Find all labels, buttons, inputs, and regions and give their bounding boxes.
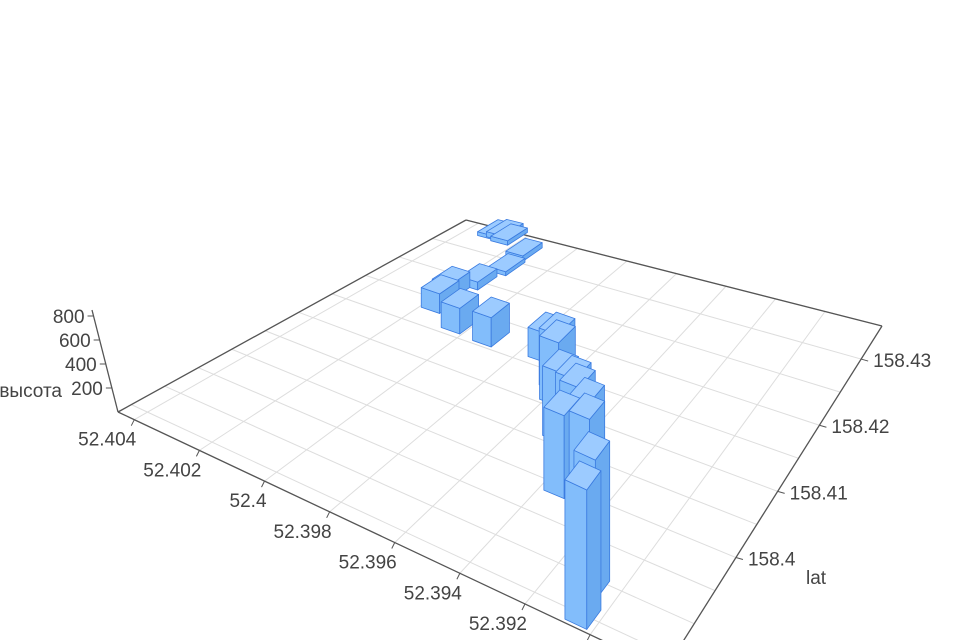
- y-tick: [860, 358, 869, 362]
- grid-line-x: [329, 260, 628, 513]
- left-edge: [117, 219, 467, 413]
- bar: [472, 296, 510, 348]
- x-tick: [521, 603, 526, 611]
- y-tick-label: 158.43: [873, 351, 931, 372]
- bar-face-top: [539, 319, 576, 344]
- axis-labels: lat высота 52.404 52.402 52.4 52.398 52.396 5…: [0, 307, 931, 635]
- back-edge: [465, 219, 883, 327]
- bar-face-top: [440, 287, 479, 309]
- y-axis-name: lat: [806, 568, 827, 589]
- y-axis-line: [683, 325, 883, 640]
- bars: [420, 218, 611, 630]
- x-tick-label: 52.4: [230, 491, 267, 512]
- x-tick-label: 52.392: [469, 614, 527, 635]
- x-tick: [195, 450, 200, 457]
- z-tick-label: 400: [65, 355, 97, 376]
- grid-line-y: [231, 348, 737, 559]
- x-tick-label: 52.394: [404, 583, 463, 604]
- axes: [87, 219, 883, 640]
- y-tick: [777, 490, 785, 494]
- bar-face-top: [559, 362, 596, 389]
- bar-face-top: [568, 392, 606, 420]
- y-tick: [735, 557, 744, 561]
- grid-line-x: [589, 311, 826, 635]
- x-axis-line: [117, 411, 603, 640]
- grid-line-x: [134, 222, 479, 421]
- grid-line-y: [298, 311, 778, 492]
- bar-face-side: [586, 470, 602, 630]
- x-tick-label: 52.402: [143, 460, 201, 481]
- x-tick-label: 52.404: [78, 430, 137, 451]
- bar-face-top: [472, 296, 510, 319]
- x-tick: [261, 480, 265, 488]
- floor-grid: [131, 219, 883, 640]
- bar-face-front: [564, 479, 588, 630]
- grid-line-y: [265, 330, 757, 525]
- y-tick-label: 158.42: [831, 417, 889, 438]
- x-tick: [326, 511, 331, 519]
- x-tick: [391, 542, 396, 549]
- z-tick-label: 600: [59, 331, 91, 352]
- bar-face-top: [490, 223, 528, 242]
- x-tick-label: 52.398: [274, 522, 332, 543]
- bar-face-front: [543, 406, 565, 500]
- bar-face-top: [505, 237, 543, 257]
- x-tick: [456, 573, 461, 580]
- grid-line-x: [394, 273, 677, 543]
- bar-face-top: [573, 431, 611, 461]
- z-tick-label: 800: [53, 307, 85, 328]
- bar: [564, 460, 602, 630]
- z-axis-line: [91, 309, 119, 413]
- y-tick-label: 158.4: [748, 550, 796, 571]
- x-tick-label: 52.396: [339, 553, 397, 574]
- grid-line-y: [198, 367, 716, 592]
- bar-face-top: [420, 274, 460, 295]
- bar-face-top: [564, 460, 602, 491]
- grid-line-x: [264, 247, 578, 482]
- bar: [440, 287, 479, 335]
- y-tick-label: 158.41: [790, 483, 848, 504]
- y-tick: [819, 424, 827, 428]
- bar: [490, 223, 528, 246]
- z-axis-name: высота: [0, 381, 62, 402]
- z-tick-label: 200: [71, 379, 103, 400]
- bar-face-top: [542, 348, 579, 374]
- x-tick: [130, 419, 135, 426]
- bar-face-top: [487, 253, 526, 273]
- x-tick: [586, 634, 591, 640]
